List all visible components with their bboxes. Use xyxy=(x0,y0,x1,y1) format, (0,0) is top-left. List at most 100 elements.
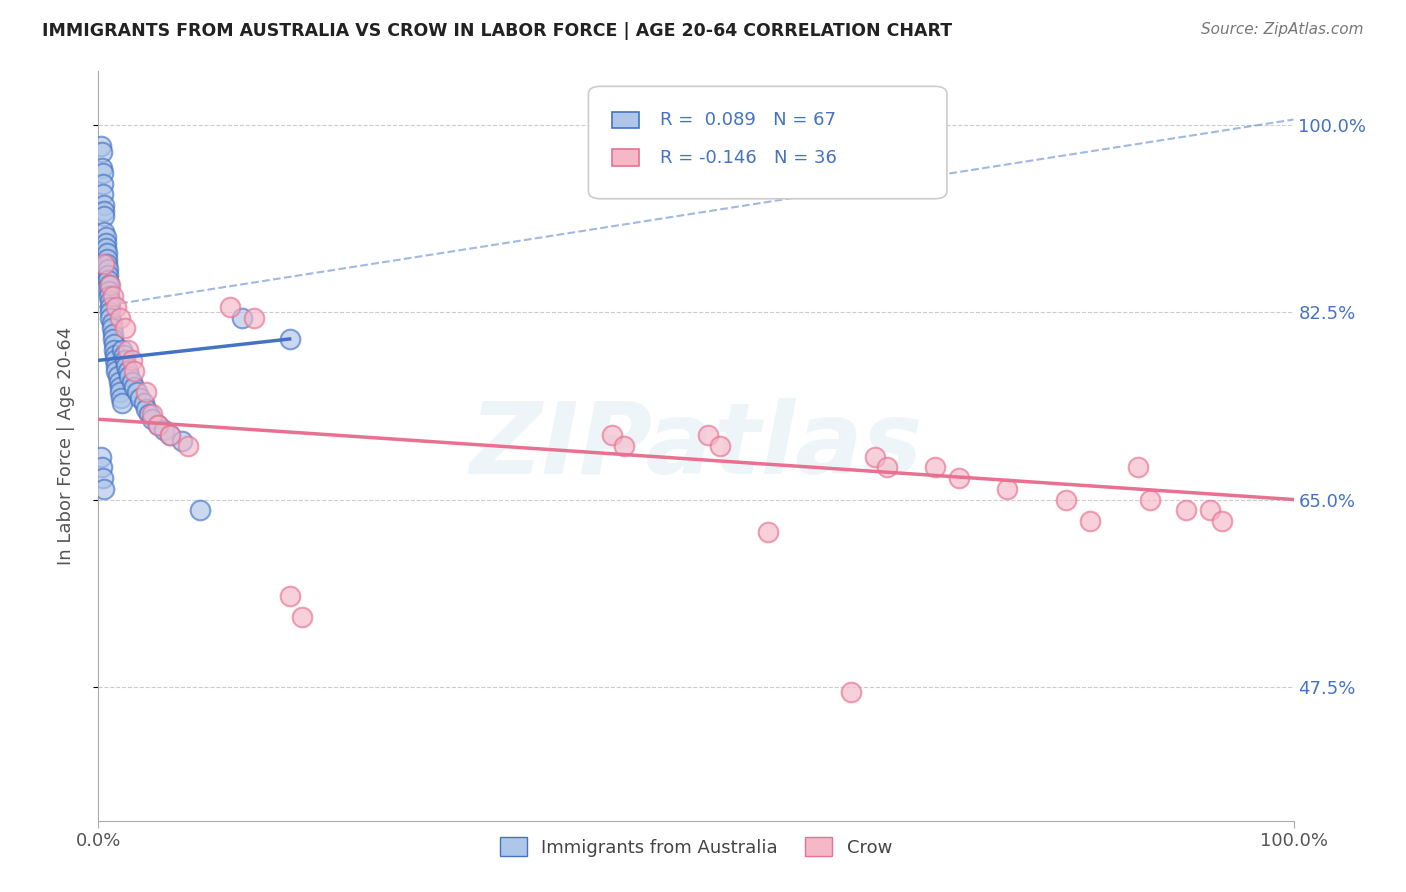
Point xyxy=(98,278,122,293)
Point xyxy=(115,359,138,373)
Point xyxy=(98,300,122,314)
Point xyxy=(219,300,242,314)
Y-axis label: In Labor Force | Age 20-64: In Labor Force | Age 20-64 xyxy=(56,326,75,566)
Point xyxy=(124,364,146,378)
Legend: Immigrants from Australia, Crow: Immigrants from Australia, Crow xyxy=(492,830,900,864)
Point xyxy=(91,460,114,475)
Point xyxy=(97,262,120,277)
Point xyxy=(90,450,112,464)
Point xyxy=(93,209,115,223)
Point xyxy=(97,273,120,287)
Point xyxy=(1080,514,1102,528)
Point xyxy=(129,391,152,405)
Point xyxy=(172,434,194,448)
Point xyxy=(141,407,163,421)
Point xyxy=(697,428,720,442)
Point xyxy=(948,471,970,485)
Point xyxy=(108,385,131,400)
Point xyxy=(91,145,114,159)
Point xyxy=(278,332,301,346)
Point xyxy=(141,412,163,426)
Point xyxy=(1199,503,1222,517)
Point xyxy=(104,353,127,368)
Point xyxy=(91,187,114,202)
Point xyxy=(91,177,114,191)
Point xyxy=(117,343,139,357)
Point xyxy=(231,310,253,325)
Point xyxy=(125,385,148,400)
FancyBboxPatch shape xyxy=(613,112,638,128)
Point xyxy=(93,203,115,218)
Point xyxy=(121,353,143,368)
Point xyxy=(138,407,160,421)
Point xyxy=(97,268,120,282)
Point xyxy=(613,439,636,453)
Point xyxy=(101,289,124,303)
Point xyxy=(1128,460,1150,475)
Text: R = -0.146   N = 36: R = -0.146 N = 36 xyxy=(661,149,837,167)
Point xyxy=(135,401,157,416)
Point xyxy=(1175,503,1198,517)
Point xyxy=(1211,514,1233,528)
Point xyxy=(91,471,114,485)
Point xyxy=(177,439,200,453)
Point xyxy=(93,198,115,212)
Point xyxy=(108,310,131,325)
Point xyxy=(94,235,117,250)
Point xyxy=(110,391,132,405)
Point xyxy=(101,332,124,346)
Point xyxy=(101,326,124,341)
Text: ZIPatlas: ZIPatlas xyxy=(470,398,922,494)
Point xyxy=(108,380,131,394)
Point xyxy=(98,305,122,319)
Point xyxy=(107,369,129,384)
Point xyxy=(100,316,122,330)
Point xyxy=(121,375,143,389)
Point xyxy=(188,503,211,517)
Point xyxy=(91,166,114,180)
Point xyxy=(602,428,624,442)
Point xyxy=(105,300,128,314)
Point xyxy=(98,310,122,325)
Point xyxy=(159,428,181,442)
Point xyxy=(132,396,155,410)
Point xyxy=(118,369,141,384)
Point xyxy=(103,343,125,357)
Point xyxy=(93,225,115,239)
Point xyxy=(995,482,1018,496)
Point xyxy=(243,310,266,325)
Point xyxy=(98,294,122,309)
Point xyxy=(93,257,115,271)
Point xyxy=(841,685,863,699)
Point xyxy=(91,161,114,175)
Point xyxy=(117,364,139,378)
Point xyxy=(105,359,128,373)
Point xyxy=(111,396,134,410)
Point xyxy=(1139,492,1161,507)
Point xyxy=(756,524,779,539)
Point xyxy=(278,589,301,603)
Point xyxy=(148,417,170,432)
Point xyxy=(114,353,136,368)
Point xyxy=(709,439,731,453)
Point xyxy=(98,289,121,303)
FancyBboxPatch shape xyxy=(589,87,948,199)
Point xyxy=(96,252,118,266)
Point xyxy=(865,450,887,464)
Point xyxy=(94,230,117,244)
Point xyxy=(96,246,118,260)
Text: IMMIGRANTS FROM AUSTRALIA VS CROW IN LABOR FORCE | AGE 20-64 CORRELATION CHART: IMMIGRANTS FROM AUSTRALIA VS CROW IN LAB… xyxy=(42,22,952,40)
Point xyxy=(124,380,146,394)
Point xyxy=(104,348,127,362)
Point xyxy=(100,321,122,335)
Point xyxy=(105,364,128,378)
Point xyxy=(94,241,117,255)
Point xyxy=(112,348,135,362)
FancyBboxPatch shape xyxy=(613,149,638,166)
Point xyxy=(148,417,170,432)
Point xyxy=(96,257,118,271)
Point xyxy=(876,460,898,475)
Text: R =  0.089   N = 67: R = 0.089 N = 67 xyxy=(661,112,837,129)
Point xyxy=(924,460,946,475)
Point xyxy=(98,284,121,298)
